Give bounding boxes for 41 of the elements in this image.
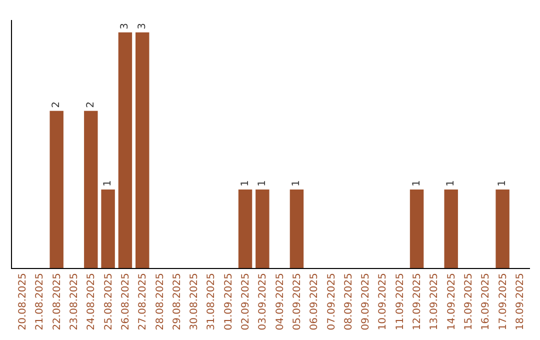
x-tick-label: 29.08.2025 [172, 273, 183, 330]
x-tick-label: 24.08.2025 [86, 273, 98, 330]
data-label: 3 [136, 23, 148, 30]
x-tick-label: 01.09.2025 [223, 273, 234, 330]
x-tick-label: 05.09.2025 [292, 273, 303, 330]
x-tick-label: 09.09.2025 [360, 273, 372, 330]
data-label: 2 [51, 102, 62, 108]
data-label: 1 [497, 180, 508, 186]
x-tick-label: 20.08.2025 [18, 273, 29, 330]
x-tick-label: 13.09.2025 [429, 273, 440, 330]
x-tick-label: 17.09.2025 [498, 273, 509, 330]
data-label: 1 [256, 180, 268, 186]
x-tick-label: 10.09.2025 [378, 273, 389, 330]
x-tick-label: 14.09.2025 [446, 273, 458, 330]
data-label: 1 [446, 180, 457, 186]
x-tick-label: 11.09.2025 [394, 273, 406, 330]
x-tick-label: 08.09.2025 [343, 273, 354, 330]
x-tick-label: 15.09.2025 [464, 273, 474, 330]
x-tick-label: 16.09.2025 [480, 273, 492, 330]
data-label: 2 [85, 102, 96, 108]
data-label: 1 [240, 180, 251, 186]
x-tick-label: 23.08.2025 [69, 273, 80, 330]
x-tick-label: 27.08.2025 [138, 273, 149, 330]
x-tick-label: 03.09.2025 [258, 273, 269, 330]
x-tick-label: 26.08.2025 [120, 273, 132, 330]
x-tick-label: 21.08.2025 [34, 273, 46, 330]
x-tick-label: 18.09.2025 [514, 273, 526, 330]
data-label: 1 [411, 180, 422, 186]
x-tick-label: 02.09.2025 [240, 273, 252, 330]
data-label: 1 [291, 180, 302, 186]
x-tick-label: 28.08.2025 [154, 273, 166, 330]
x-tick-label: 07.09.2025 [326, 273, 338, 330]
x-tick-label: 12.09.2025 [412, 273, 424, 330]
data-label: 1 [102, 180, 114, 186]
x-tick-label: 30.08.2025 [189, 273, 200, 330]
data-label: 3 [120, 23, 131, 30]
x-tick-label: 06.09.2025 [309, 273, 320, 330]
x-tick-label: 22.08.2025 [52, 273, 63, 330]
x-tick-label: 31.08.2025 [206, 273, 218, 330]
x-tick-label: 04.09.2025 [274, 273, 286, 330]
x-tick-label: 25.08.2025 [103, 273, 114, 330]
